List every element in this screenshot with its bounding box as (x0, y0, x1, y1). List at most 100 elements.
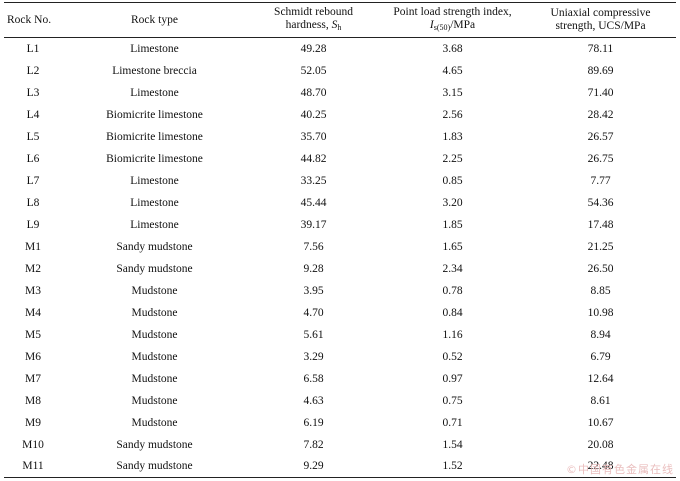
cell-rock-no: M8 (25, 394, 41, 407)
cell-point-load-index: 1.65 (442, 240, 463, 253)
cell-point-load-index: 0.78 (442, 284, 463, 297)
cell-schmidt-hardness: 40.25 (300, 108, 327, 121)
cell-rock-no: L1 (26, 42, 40, 55)
table-row: M5 Mudstone 5.61 1.16 8.94 (4, 324, 676, 346)
header-point-load-index: Point load strength index, Is(50)/MPa (380, 3, 525, 38)
cell-schmidt-hardness: 45.44 (300, 196, 327, 209)
header-ucs-line1: Uniaxial compressive (550, 7, 651, 19)
cell-rock-no: M5 (25, 328, 41, 341)
cell-ucs: 22.48 (587, 460, 614, 473)
cell-point-load-index: 0.75 (442, 394, 463, 407)
cell-schmidt-hardness: 48.70 (300, 86, 327, 99)
cell-rock-type: Sandy mudstone (116, 262, 193, 275)
cell-ucs: 20.08 (587, 438, 614, 451)
cell-ucs: 8.61 (590, 394, 611, 407)
cell-schmidt-hardness: 4.63 (303, 394, 324, 407)
cell-schmidt-hardness: 39.17 (300, 218, 327, 231)
cell-ucs: 71.40 (587, 86, 614, 99)
cell-schmidt-hardness: 7.82 (303, 438, 324, 451)
table-body: L1 Limestone 49.28 3.68 78.11 L2 Limestone bre… (4, 38, 676, 478)
rock-properties-table: Rock No. Rock type Schmidt rebound hardn… (4, 2, 676, 478)
cell-rock-type: Sandy mudstone (116, 438, 193, 451)
cell-point-load-index: 3.68 (442, 42, 463, 55)
cell-ucs: 6.79 (590, 350, 611, 363)
cell-point-load-index: 1.16 (442, 328, 463, 341)
cell-rock-type: Limestone breccia (112, 64, 197, 77)
cell-rock-type: Mudstone (131, 306, 178, 319)
cell-rock-type: Mudstone (131, 372, 178, 385)
cell-ucs: 89.69 (587, 64, 614, 77)
cell-rock-no: M6 (25, 350, 41, 363)
cell-point-load-index: 1.54 (442, 438, 463, 451)
cell-ucs: 8.85 (590, 284, 611, 297)
cell-rock-type: Mudstone (131, 416, 178, 429)
header-rock-type-text: Rock type (131, 13, 178, 26)
header-pls-line1: Point load strength index, (393, 6, 512, 18)
header-pls-subscript: s(50) (433, 23, 451, 32)
table-row: M1 Sandy mudstone 7.56 1.65 21.25 (4, 236, 676, 258)
table-row: L1 Limestone 49.28 3.68 78.11 (4, 38, 676, 60)
cell-point-load-index: 0.97 (442, 372, 463, 385)
cell-rock-type: Limestone (130, 196, 179, 209)
cell-rock-type: Mudstone (131, 394, 178, 407)
cell-schmidt-hardness: 3.29 (303, 350, 324, 363)
cell-point-load-index: 1.52 (442, 460, 463, 473)
table-row: L5 Biomicrite limestone 35.70 1.83 26.57 (4, 126, 676, 148)
cell-rock-type: Mudstone (131, 350, 178, 363)
header-rock-no-text: Rock No. (7, 13, 52, 26)
cell-rock-no: M9 (25, 416, 41, 429)
cell-point-load-index: 1.85 (442, 218, 463, 231)
header-rock-type: Rock type (62, 3, 247, 38)
table-row: M11 Sandy mudstone 9.29 1.52 22.48 (4, 456, 676, 478)
table-header: Rock No. Rock type Schmidt rebound hardn… (4, 2, 676, 38)
cell-ucs: 21.25 (587, 240, 614, 253)
cell-ucs: 7.77 (590, 174, 611, 187)
table-row: M8 Mudstone 4.63 0.75 8.61 (4, 390, 676, 412)
cell-rock-no: L4 (26, 108, 40, 121)
table-row: L3 Limestone 48.70 3.15 71.40 (4, 82, 676, 104)
table-row: M7 Mudstone 6.58 0.97 12.64 (4, 368, 676, 390)
cell-ucs: 78.11 (587, 42, 614, 55)
cell-ucs: 26.75 (587, 152, 614, 165)
cell-point-load-index: 2.34 (442, 262, 463, 275)
header-rock-no: Rock No. (4, 3, 62, 38)
cell-schmidt-hardness: 7.56 (303, 240, 324, 253)
watermark-text: ©中国有色金属在线 (566, 463, 674, 476)
table-row: L4 Biomicrite limestone 40.25 2.56 28.42 (4, 104, 676, 126)
cell-point-load-index: 0.71 (442, 416, 463, 429)
cell-rock-no: M1 (25, 240, 41, 253)
cell-schmidt-hardness: 9.29 (303, 460, 324, 473)
cell-ucs: 8.94 (590, 328, 611, 341)
cell-rock-no: L3 (26, 86, 40, 99)
cell-rock-no: M10 (22, 438, 44, 451)
cell-schmidt-hardness: 49.28 (300, 42, 327, 55)
cell-rock-no: L6 (26, 152, 40, 165)
table-row: M4 Mudstone 4.70 0.84 10.98 (4, 302, 676, 324)
header-schmidt-subscript: h (337, 23, 342, 32)
cell-ucs: 17.48 (587, 218, 614, 231)
cell-rock-no: M11 (22, 460, 44, 473)
data-table-container: Rock No. Rock type Schmidt rebound hardn… (4, 2, 676, 478)
cell-point-load-index: 0.85 (442, 174, 463, 187)
header-ucs-line2: strength, UCS/MPa (555, 20, 646, 32)
cell-schmidt-hardness: 6.19 (303, 416, 324, 429)
cell-point-load-index: 2.56 (442, 108, 463, 121)
cell-ucs: 10.98 (587, 306, 614, 319)
cell-rock-type: Limestone (130, 86, 179, 99)
cell-rock-type: Limestone (130, 218, 179, 231)
cell-rock-no: L9 (26, 218, 40, 231)
table-row: L8 Limestone 45.44 3.20 54.36 (4, 192, 676, 214)
cell-rock-type: Limestone (130, 174, 179, 187)
cell-rock-no: L8 (26, 196, 40, 209)
cell-ucs: 12.64 (587, 372, 614, 385)
cell-rock-no: M4 (25, 306, 41, 319)
cell-rock-no: M2 (25, 262, 41, 275)
cell-schmidt-hardness: 6.58 (303, 372, 324, 385)
cell-schmidt-hardness: 44.82 (300, 152, 327, 165)
table-row: L9 Limestone 39.17 1.85 17.48 (4, 214, 676, 236)
cell-rock-type: Limestone (130, 42, 179, 55)
header-schmidt-line2-prefix: hardness, (285, 19, 332, 31)
header-pls-unit: /MPa (450, 19, 476, 31)
header-pls-symbol: I (429, 19, 434, 31)
cell-schmidt-hardness: 5.61 (303, 328, 324, 341)
